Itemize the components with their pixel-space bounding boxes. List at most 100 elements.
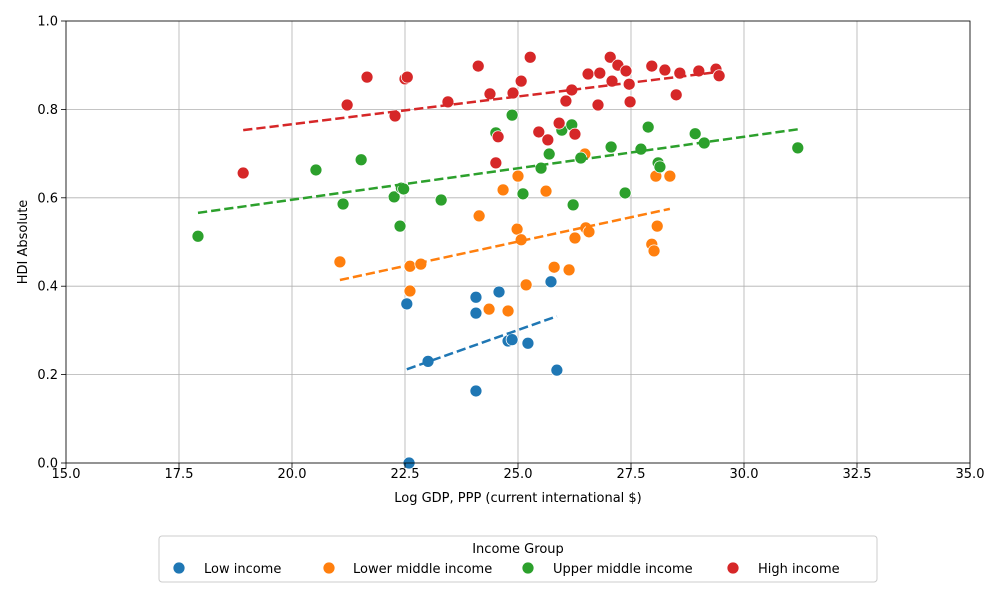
data-point-high-income [645, 59, 659, 73]
data-point-upper-middle-income [336, 197, 350, 211]
data-point-upper-middle-income [634, 142, 648, 156]
trend-line-low-income [406, 315, 558, 371]
data-point-high-income [236, 166, 250, 180]
x-tick-label: 20.0 [278, 467, 307, 482]
data-point-lower-middle-income [333, 255, 347, 269]
x-tick-label: 15.0 [52, 467, 81, 482]
data-point-high-income [559, 94, 573, 108]
legend-marker [521, 561, 535, 575]
data-point-high-income [506, 86, 520, 100]
x-tick-label: 27.5 [617, 467, 646, 482]
data-point-upper-middle-income [566, 198, 580, 212]
data-point-upper-middle-income [393, 219, 407, 233]
data-point-upper-middle-income [387, 190, 401, 204]
data-point-lower-middle-income [496, 183, 510, 197]
legend-marker [726, 561, 740, 575]
data-points [191, 50, 805, 470]
data-point-high-income [340, 98, 354, 112]
data-point-high-income [603, 50, 617, 64]
data-point-high-income [623, 95, 637, 109]
data-point-lower-middle-income [519, 278, 533, 292]
legend-item-upper-middle-income: Upper middle income [521, 561, 693, 577]
data-point-lower-middle-income [547, 260, 561, 274]
legend-label: Lower middle income [353, 562, 492, 577]
data-point-low-income [505, 333, 519, 347]
data-point-low-income [492, 285, 506, 299]
data-point-lower-middle-income [650, 219, 664, 233]
axis-ticks: 15.0 17.5 20.0 22.5 25.0 27.5 30.0 32.5 35.0 0.0 0… [37, 15, 984, 483]
data-point-upper-middle-income [309, 163, 323, 177]
data-point-high-income [591, 98, 605, 112]
data-point-lower-middle-income [482, 302, 496, 316]
data-point-lower-middle-income [562, 263, 576, 277]
legend-label: High income [758, 562, 840, 577]
y-tick-label: 0.8 [37, 103, 58, 118]
data-point-upper-middle-income [688, 127, 702, 141]
data-point-lower-middle-income [568, 231, 582, 245]
x-tick-label: 17.5 [165, 467, 194, 482]
data-point-lower-middle-income [663, 169, 677, 183]
legend-item-high-income: High income [726, 561, 840, 577]
data-point-upper-middle-income [505, 108, 519, 122]
data-point-low-income [521, 336, 535, 350]
data-point-high-income [483, 87, 497, 101]
data-point-upper-middle-income [191, 229, 205, 243]
x-tick-label: 35.0 [956, 467, 985, 482]
data-point-high-income [532, 125, 546, 139]
data-point-high-income [360, 70, 374, 84]
trend-lines [197, 70, 798, 371]
data-point-high-income [712, 69, 726, 83]
data-point-upper-middle-income [791, 141, 805, 155]
legend-label: Low income [204, 562, 281, 577]
legend-title: Income Group [472, 542, 564, 557]
data-point-low-income [544, 275, 558, 289]
data-point-high-income [471, 59, 485, 73]
data-point-lower-middle-income [501, 304, 515, 318]
data-point-low-income [469, 306, 483, 320]
data-point-lower-middle-income [582, 225, 596, 239]
data-point-lower-middle-income [539, 184, 553, 198]
data-point-upper-middle-income [604, 140, 618, 154]
data-point-high-income [541, 133, 555, 147]
legend-label: Upper middle income [553, 562, 693, 577]
data-point-lower-middle-income [647, 244, 661, 258]
data-point-lower-middle-income [414, 257, 428, 271]
data-point-upper-middle-income [516, 187, 530, 201]
data-point-high-income [581, 67, 595, 81]
data-point-high-income [400, 70, 414, 84]
data-point-high-income [491, 130, 505, 144]
legend-box [158, 535, 878, 583]
legend-item-low-income: Low income [172, 561, 281, 577]
legend-item-lower-middle-income: Lower middle income [322, 561, 492, 577]
x-axis-label: Log GDP, PPP (current international $) [394, 491, 642, 506]
data-point-high-income [489, 156, 503, 170]
data-point-high-income [669, 88, 683, 102]
data-point-lower-middle-income [472, 209, 486, 223]
data-point-high-income [622, 77, 636, 91]
trend-line-lower-middle-income [339, 207, 671, 282]
data-point-upper-middle-income [618, 186, 632, 200]
data-point-low-income [400, 297, 414, 311]
data-point-low-income [421, 354, 435, 368]
data-point-upper-middle-income [542, 147, 556, 161]
data-point-high-income [593, 66, 607, 80]
data-point-lower-middle-income [511, 169, 525, 183]
x-tick-label: 22.5 [391, 467, 420, 482]
data-point-low-income [550, 363, 564, 377]
data-point-upper-middle-income [653, 160, 667, 174]
data-point-low-income [469, 290, 483, 304]
y-tick-label: 1.0 [37, 15, 58, 30]
x-tick-label: 32.5 [843, 467, 872, 482]
y-tick-label: 0.0 [37, 457, 58, 472]
x-tick-label: 25.0 [504, 467, 533, 482]
data-point-high-income [619, 64, 633, 78]
trend-line-high-income [243, 70, 720, 132]
y-axis-label: HDI Absolute [16, 200, 31, 285]
legend-marker [322, 561, 336, 575]
y-tick-label: 0.6 [37, 191, 58, 206]
legend: Income Group Low income Lower middle inc… [158, 535, 878, 583]
data-point-low-income [469, 384, 483, 398]
data-point-high-income [552, 116, 566, 130]
data-point-upper-middle-income [354, 153, 368, 167]
